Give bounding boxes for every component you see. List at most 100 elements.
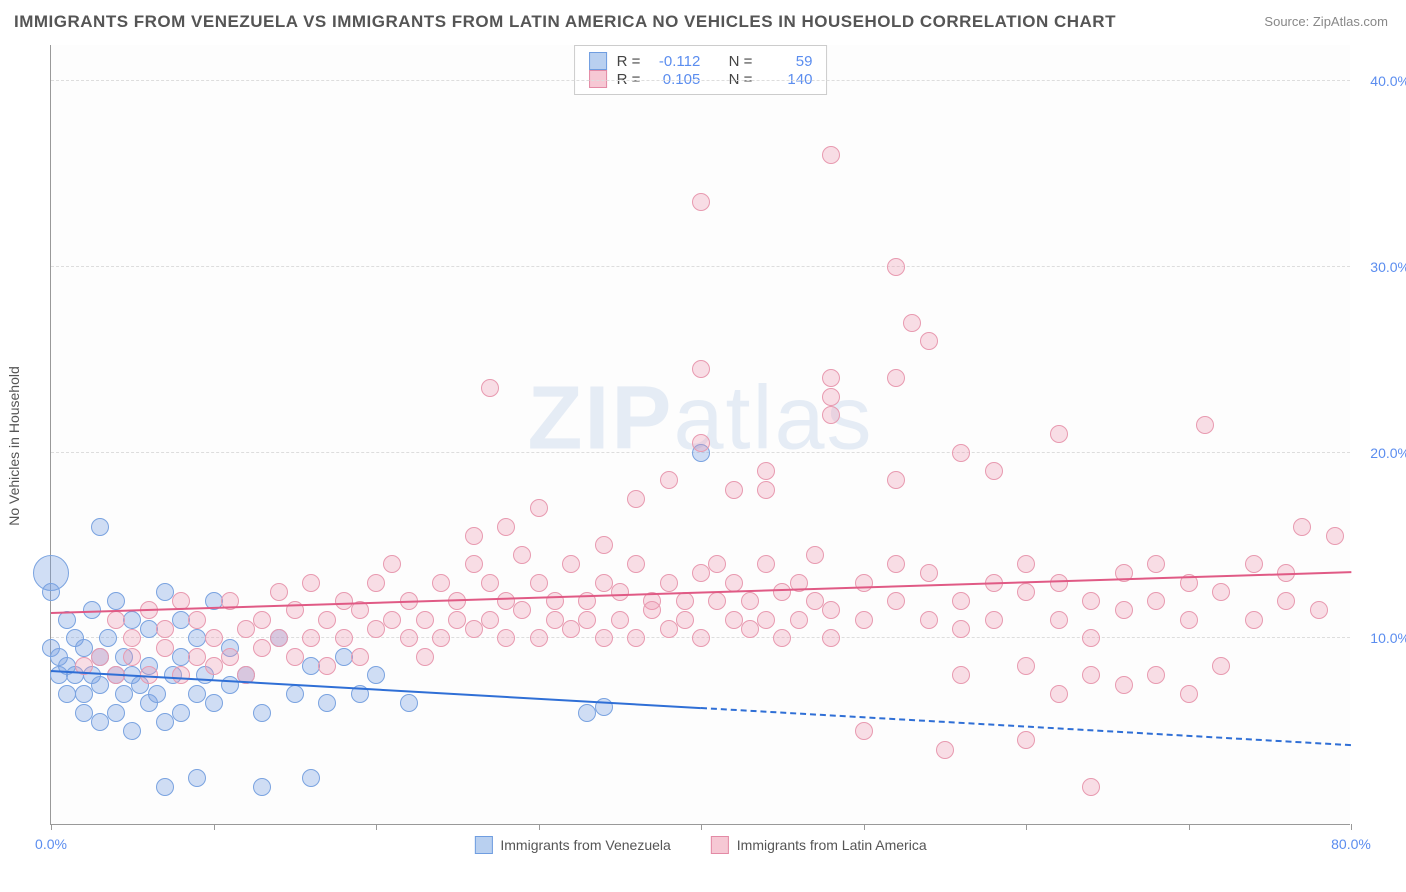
data-point bbox=[400, 694, 418, 712]
r-label: R = bbox=[617, 71, 641, 88]
data-point bbox=[432, 574, 450, 592]
data-point bbox=[432, 629, 450, 647]
data-point bbox=[660, 471, 678, 489]
data-point bbox=[887, 369, 905, 387]
data-point bbox=[1050, 574, 1068, 592]
data-point bbox=[692, 434, 710, 452]
data-point bbox=[318, 694, 336, 712]
data-point bbox=[692, 360, 710, 378]
data-point bbox=[1147, 666, 1165, 684]
data-point bbox=[513, 546, 531, 564]
data-point bbox=[1050, 685, 1068, 703]
data-point bbox=[156, 639, 174, 657]
data-point bbox=[367, 574, 385, 592]
data-point bbox=[253, 611, 271, 629]
data-point bbox=[302, 769, 320, 787]
data-point bbox=[936, 741, 954, 759]
data-point bbox=[806, 592, 824, 610]
x-tick-label: 0.0% bbox=[35, 836, 67, 852]
data-point bbox=[367, 666, 385, 684]
data-point bbox=[156, 713, 174, 731]
n-label: N = bbox=[729, 53, 753, 70]
data-point bbox=[416, 611, 434, 629]
data-point bbox=[123, 629, 141, 647]
n-label: N = bbox=[729, 71, 753, 88]
data-point bbox=[952, 666, 970, 684]
legend-item: Immigrants from Latin America bbox=[711, 836, 927, 854]
series-swatch-icon bbox=[589, 70, 607, 88]
data-point bbox=[1082, 629, 1100, 647]
data-point bbox=[855, 611, 873, 629]
data-point bbox=[302, 629, 320, 647]
legend-label: Immigrants from Venezuela bbox=[500, 837, 670, 853]
data-point bbox=[318, 611, 336, 629]
data-point bbox=[530, 629, 548, 647]
data-point bbox=[1245, 611, 1263, 629]
correlation-stats-box: R = -0.112 N = 59 R = 0.105 N = 140 bbox=[574, 45, 828, 95]
data-point bbox=[595, 574, 613, 592]
data-point bbox=[725, 481, 743, 499]
data-point bbox=[822, 601, 840, 619]
x-tick bbox=[214, 824, 215, 830]
data-point bbox=[286, 685, 304, 703]
source-name: ZipAtlas.com bbox=[1313, 14, 1388, 29]
data-point bbox=[237, 620, 255, 638]
data-point bbox=[562, 555, 580, 573]
data-point bbox=[99, 629, 117, 647]
source-label: Source: bbox=[1264, 14, 1309, 29]
n-value: 140 bbox=[762, 71, 812, 88]
data-point bbox=[286, 648, 304, 666]
data-point bbox=[1277, 592, 1295, 610]
data-point bbox=[952, 444, 970, 462]
data-point bbox=[91, 713, 109, 731]
data-point bbox=[1326, 527, 1344, 545]
data-point bbox=[497, 629, 515, 647]
watermark-bold: ZIP bbox=[527, 368, 673, 468]
data-point bbox=[692, 193, 710, 211]
data-point bbox=[887, 555, 905, 573]
data-point bbox=[887, 592, 905, 610]
data-point bbox=[530, 499, 548, 517]
data-point bbox=[367, 620, 385, 638]
data-point bbox=[546, 611, 564, 629]
source-attribution: Source: ZipAtlas.com bbox=[1264, 14, 1388, 29]
data-point bbox=[318, 657, 336, 675]
data-point bbox=[156, 583, 174, 601]
data-point bbox=[481, 611, 499, 629]
data-point bbox=[253, 778, 271, 796]
data-point bbox=[725, 611, 743, 629]
data-point bbox=[205, 694, 223, 712]
data-point bbox=[773, 583, 791, 601]
data-point bbox=[546, 592, 564, 610]
data-point bbox=[400, 629, 418, 647]
stats-row: R = 0.105 N = 140 bbox=[589, 70, 813, 88]
data-point bbox=[221, 676, 239, 694]
data-point bbox=[91, 648, 109, 666]
data-point bbox=[123, 722, 141, 740]
chart-title: IMMIGRANTS FROM VENEZUELA VS IMMIGRANTS … bbox=[14, 12, 1116, 32]
x-tick bbox=[539, 824, 540, 830]
data-point bbox=[1147, 555, 1165, 573]
data-point bbox=[887, 258, 905, 276]
gridline bbox=[51, 80, 1350, 81]
data-point bbox=[188, 648, 206, 666]
gridline bbox=[51, 266, 1350, 267]
data-point bbox=[741, 620, 759, 638]
data-point bbox=[1082, 778, 1100, 796]
data-point bbox=[741, 592, 759, 610]
data-point bbox=[692, 629, 710, 647]
data-point bbox=[91, 676, 109, 694]
data-point bbox=[383, 611, 401, 629]
data-point bbox=[725, 574, 743, 592]
data-point bbox=[822, 388, 840, 406]
data-point bbox=[481, 574, 499, 592]
data-point bbox=[822, 146, 840, 164]
data-point bbox=[1310, 601, 1328, 619]
data-point bbox=[822, 629, 840, 647]
data-point bbox=[107, 611, 125, 629]
data-point bbox=[611, 583, 629, 601]
data-point bbox=[920, 564, 938, 582]
data-point bbox=[1050, 611, 1068, 629]
data-point bbox=[497, 518, 515, 536]
data-point bbox=[148, 685, 166, 703]
